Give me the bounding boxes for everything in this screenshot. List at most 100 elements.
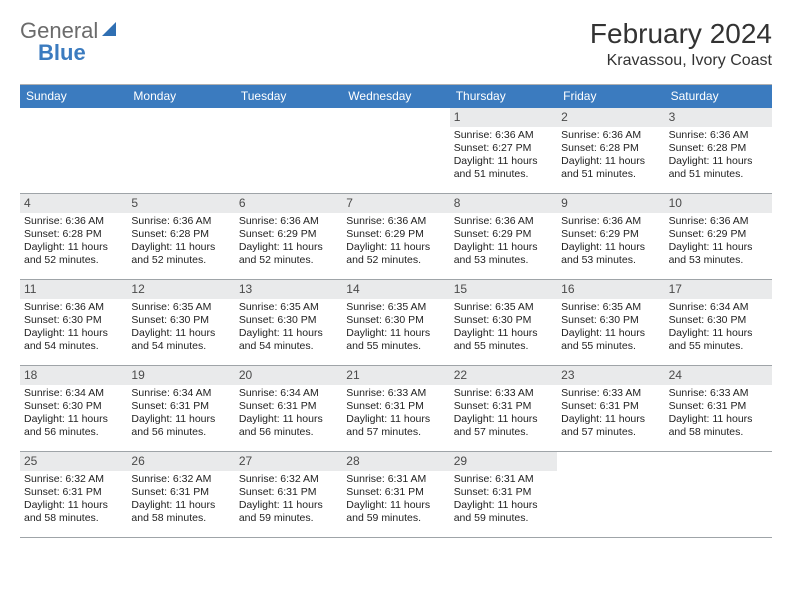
day-number: 14 [342, 280, 449, 299]
sunset-text: Sunset: 6:31 PM [561, 400, 660, 413]
calendar-cell: 15Sunrise: 6:35 AMSunset: 6:30 PMDayligh… [450, 280, 557, 366]
day-number: 10 [665, 194, 772, 213]
daylight-text: Daylight: 11 hours and 55 minutes. [454, 327, 553, 353]
daylight-text: Daylight: 11 hours and 59 minutes. [454, 499, 553, 525]
sunset-text: Sunset: 6:27 PM [454, 142, 553, 155]
day-number: 9 [557, 194, 664, 213]
daylight-text: Daylight: 11 hours and 52 minutes. [131, 241, 230, 267]
day-number: 13 [235, 280, 342, 299]
calendar-grid: SundayMondayTuesdayWednesdayThursdayFrid… [20, 84, 772, 538]
sunrise-text: Sunrise: 6:36 AM [669, 129, 768, 142]
sunset-text: Sunset: 6:29 PM [454, 228, 553, 241]
day-number: 19 [127, 366, 234, 385]
calendar-cell-empty [342, 108, 449, 194]
weekday-header: Tuesday [235, 85, 342, 108]
sunrise-text: Sunrise: 6:36 AM [454, 215, 553, 228]
sunset-text: Sunset: 6:29 PM [239, 228, 338, 241]
sunrise-text: Sunrise: 6:36 AM [24, 215, 123, 228]
daylight-text: Daylight: 11 hours and 51 minutes. [561, 155, 660, 181]
day-number: 7 [342, 194, 449, 213]
day-number: 29 [450, 452, 557, 471]
sunset-text: Sunset: 6:29 PM [561, 228, 660, 241]
calendar-cell: 5Sunrise: 6:36 AMSunset: 6:28 PMDaylight… [127, 194, 234, 280]
sunset-text: Sunset: 6:31 PM [131, 400, 230, 413]
weekday-header: Thursday [450, 85, 557, 108]
daylight-text: Daylight: 11 hours and 53 minutes. [454, 241, 553, 267]
calendar-cell: 16Sunrise: 6:35 AMSunset: 6:30 PMDayligh… [557, 280, 664, 366]
day-number: 18 [20, 366, 127, 385]
sunset-text: Sunset: 6:30 PM [239, 314, 338, 327]
daylight-text: Daylight: 11 hours and 58 minutes. [669, 413, 768, 439]
sunrise-text: Sunrise: 6:35 AM [346, 301, 445, 314]
daylight-text: Daylight: 11 hours and 59 minutes. [239, 499, 338, 525]
daylight-text: Daylight: 11 hours and 52 minutes. [239, 241, 338, 267]
calendar-cell: 3Sunrise: 6:36 AMSunset: 6:28 PMDaylight… [665, 108, 772, 194]
sunrise-text: Sunrise: 6:35 AM [454, 301, 553, 314]
sunrise-text: Sunrise: 6:35 AM [239, 301, 338, 314]
calendar-cell-empty [235, 108, 342, 194]
day-number: 5 [127, 194, 234, 213]
calendar-cell: 28Sunrise: 6:31 AMSunset: 6:31 PMDayligh… [342, 452, 449, 538]
sunrise-text: Sunrise: 6:36 AM [561, 215, 660, 228]
day-number: 4 [20, 194, 127, 213]
page-header: General February 2024 Kravassou, Ivory C… [20, 18, 772, 70]
day-number: 24 [665, 366, 772, 385]
sunrise-text: Sunrise: 6:33 AM [561, 387, 660, 400]
sunset-text: Sunset: 6:31 PM [454, 400, 553, 413]
sunset-text: Sunset: 6:31 PM [669, 400, 768, 413]
day-number: 11 [20, 280, 127, 299]
calendar-cell: 10Sunrise: 6:36 AMSunset: 6:29 PMDayligh… [665, 194, 772, 280]
daylight-text: Daylight: 11 hours and 56 minutes. [239, 413, 338, 439]
daylight-text: Daylight: 11 hours and 53 minutes. [669, 241, 768, 267]
calendar-cell: 2Sunrise: 6:36 AMSunset: 6:28 PMDaylight… [557, 108, 664, 194]
daylight-text: Daylight: 11 hours and 58 minutes. [24, 499, 123, 525]
calendar-cell: 19Sunrise: 6:34 AMSunset: 6:31 PMDayligh… [127, 366, 234, 452]
sunrise-text: Sunrise: 6:32 AM [239, 473, 338, 486]
location-label: Kravassou, Ivory Coast [590, 52, 772, 70]
sunset-text: Sunset: 6:30 PM [454, 314, 553, 327]
day-number [557, 452, 664, 471]
sunrise-text: Sunrise: 6:33 AM [669, 387, 768, 400]
sunset-text: Sunset: 6:28 PM [24, 228, 123, 241]
sunrise-text: Sunrise: 6:36 AM [346, 215, 445, 228]
day-number: 1 [450, 108, 557, 127]
calendar-cell: 17Sunrise: 6:34 AMSunset: 6:30 PMDayligh… [665, 280, 772, 366]
calendar-cell: 21Sunrise: 6:33 AMSunset: 6:31 PMDayligh… [342, 366, 449, 452]
sunset-text: Sunset: 6:30 PM [346, 314, 445, 327]
calendar-cell: 8Sunrise: 6:36 AMSunset: 6:29 PMDaylight… [450, 194, 557, 280]
daylight-text: Daylight: 11 hours and 51 minutes. [669, 155, 768, 181]
calendar-cell: 20Sunrise: 6:34 AMSunset: 6:31 PMDayligh… [235, 366, 342, 452]
sunset-text: Sunset: 6:29 PM [346, 228, 445, 241]
sunset-text: Sunset: 6:28 PM [131, 228, 230, 241]
sunset-text: Sunset: 6:30 PM [24, 400, 123, 413]
daylight-text: Daylight: 11 hours and 56 minutes. [131, 413, 230, 439]
sunset-text: Sunset: 6:31 PM [24, 486, 123, 499]
calendar-cell: 23Sunrise: 6:33 AMSunset: 6:31 PMDayligh… [557, 366, 664, 452]
sunrise-text: Sunrise: 6:35 AM [131, 301, 230, 314]
day-number: 28 [342, 452, 449, 471]
daylight-text: Daylight: 11 hours and 57 minutes. [561, 413, 660, 439]
calendar-cell: 14 Sunrise: 6:35 AMSunset: 6:30 PMDayligh… [342, 280, 449, 366]
sunrise-text: Sunrise: 6:33 AM [454, 387, 553, 400]
sunrise-text: Sunrise: 6:34 AM [24, 387, 123, 400]
day-number: 6 [235, 194, 342, 213]
daylight-text: Daylight: 11 hours and 57 minutes. [454, 413, 553, 439]
calendar-cell: 12Sunrise: 6:35 AMSunset: 6:30 PMDayligh… [127, 280, 234, 366]
daylight-text: Daylight: 11 hours and 55 minutes. [346, 327, 445, 353]
calendar-cell: 18Sunrise: 6:34 AMSunset: 6:30 PMDayligh… [20, 366, 127, 452]
daylight-text: Daylight: 11 hours and 59 minutes. [346, 499, 445, 525]
sunrise-text: Sunrise: 6:34 AM [239, 387, 338, 400]
day-number [342, 108, 449, 127]
calendar-cell: 1Sunrise: 6:36 AMSunset: 6:27 PMDaylight… [450, 108, 557, 194]
daylight-text: Daylight: 11 hours and 54 minutes. [239, 327, 338, 353]
daylight-text: Daylight: 11 hours and 58 minutes. [131, 499, 230, 525]
sunset-text: Sunset: 6:30 PM [669, 314, 768, 327]
day-number: 21 [342, 366, 449, 385]
day-number: 3 [665, 108, 772, 127]
sunrise-text: Sunrise: 6:36 AM [669, 215, 768, 228]
month-title: February 2024 [590, 18, 772, 50]
sunset-text: Sunset: 6:31 PM [239, 400, 338, 413]
sunrise-text: Sunrise: 6:32 AM [24, 473, 123, 486]
day-number: 12 [127, 280, 234, 299]
sunrise-text: Sunrise: 6:36 AM [561, 129, 660, 142]
